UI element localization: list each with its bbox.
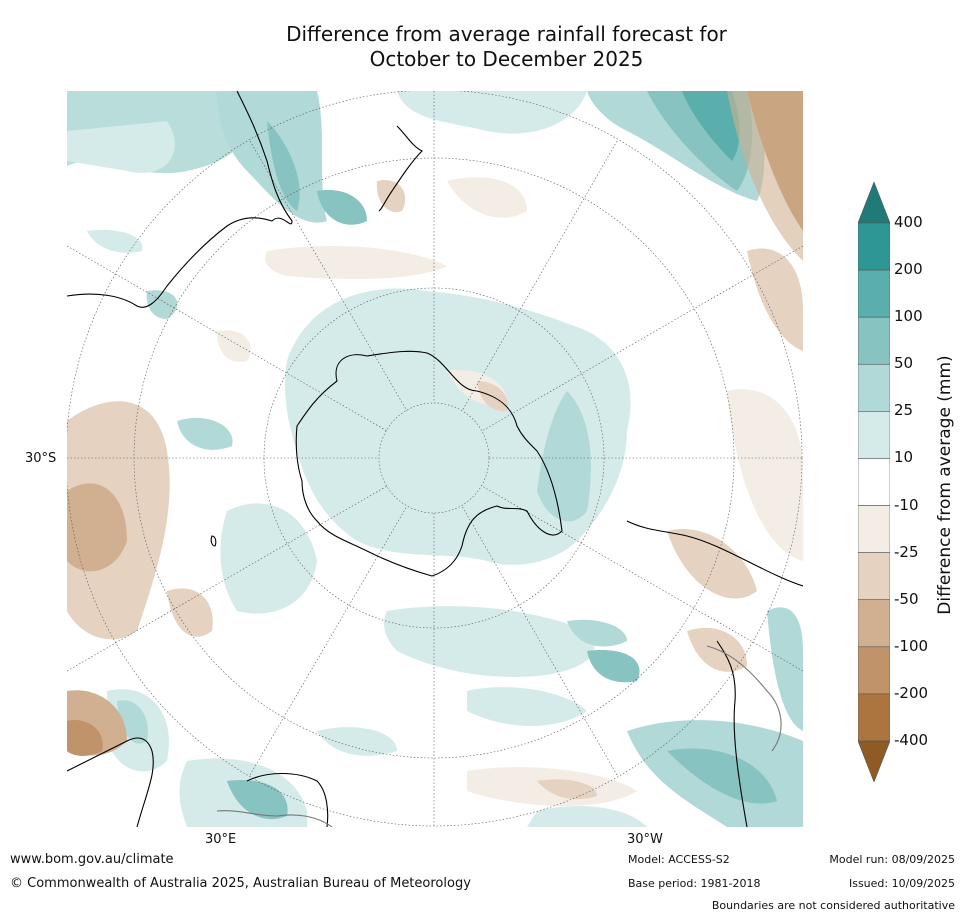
lon-label-30E: 30°E [205,832,237,847]
border-south-america [706,645,782,752]
colorbar-block [858,552,890,601]
border-africa [216,810,333,827]
title-line-1: Difference from average rainfall forecas… [286,22,727,46]
south-america-east-coast [716,640,748,827]
colorbar-tick-label: -50 [894,589,919,608]
colorbar [858,182,890,782]
colorbar-block [858,269,890,318]
madagascar-coast [210,535,217,547]
colorbar-extend-bottom [858,740,890,782]
colorbar-block [858,363,890,412]
footer-disclaimer: Boundaries are not considered authoritat… [711,899,955,912]
colorbar-tick-label: 50 [894,354,914,373]
colorbar-block [858,411,890,459]
colorbar-block [858,599,890,648]
antarctica-coast [295,350,563,577]
graticule-circle-60S [263,287,605,629]
colorbar-tick-label: -100 [894,636,929,655]
south-america-coast [626,520,803,587]
colorbar-title: Difference from average (mm) [935,355,955,615]
colorbar-extend-top [858,182,890,224]
meridian-120 [67,245,388,432]
colorbar-block [858,505,890,553]
new-zealand-coast [378,125,423,212]
colorbar-tick-label: 25 [894,401,914,420]
colorbar-blocks [858,182,890,782]
meridian-150 [461,140,618,412]
colorbar-tick-label: 400 [894,213,923,231]
colorbar-tick-label: 10 [894,448,914,467]
meridian-60 [67,485,388,672]
colorbar-block [858,458,890,506]
coastlines [67,91,803,827]
colorbar-tick-label: -25 [894,542,919,561]
footer-model-run: Model run: 08/09/2025 [829,853,955,866]
colorbar-block [858,646,890,695]
graticule [67,91,803,827]
africa-coast [67,737,154,827]
rainfall-map [67,91,803,827]
map-title: Difference from average rainfall forecas… [0,22,965,72]
africa-east-coast [246,773,329,827]
footer-copyright: © Commonwealth of Australia 2025, Austra… [10,876,471,891]
colorbar-tick-label: -10 [894,495,919,514]
borders [216,645,782,827]
colorbar-block [858,222,890,271]
meridian-30 [249,505,408,776]
colorbar-tick-label: 100 [894,307,923,326]
lat-label-30S: 30°S [25,451,57,466]
colorbar-tick-label: -200 [894,683,929,702]
footer-model: Model: ACCESS-S2 [628,853,730,866]
colorbar-block [858,693,890,742]
meridian-210 [249,140,408,412]
colorbar-block [858,316,890,365]
lon-label-30W: 30°W [627,832,663,847]
title-line-2: October to December 2025 [369,47,644,71]
footer-issued: Issued: 10/09/2025 [848,877,955,890]
meridian-240 [481,245,803,432]
meridian-330 [461,505,618,776]
colorbar-tick-label: 200 [894,260,923,279]
australia-coast [67,91,293,308]
colorbar-tick-label: -400 [894,731,929,749]
map-svg [67,91,803,827]
footer-website: www.bom.gov.au/climate [10,852,174,867]
meridian-300 [481,485,803,672]
footer-base-period: Base period: 1981-2018 [628,877,761,890]
anomaly-fills [67,91,803,827]
